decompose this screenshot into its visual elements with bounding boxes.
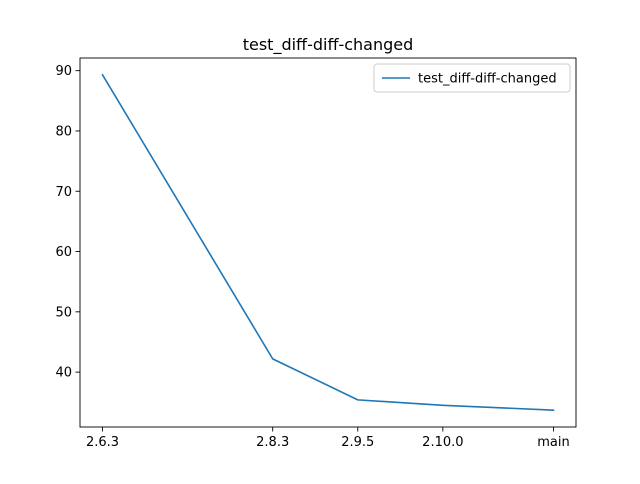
legend: test_diff-diff-changed: [374, 64, 570, 92]
y-tick-label: 50: [55, 305, 72, 320]
x-tick-label: 2.10.0: [422, 435, 463, 450]
y-tick-label: 90: [55, 64, 72, 79]
y-tick-label: 60: [55, 245, 72, 260]
y-tick-label: 40: [55, 366, 72, 381]
x-tick-label: main: [537, 435, 569, 450]
x-tick-label: 2.6.3: [86, 435, 119, 450]
legend-label: test_diff-diff-changed: [418, 72, 557, 87]
chart-title: test_diff-diff-changed: [243, 35, 414, 55]
x-tick-label: 2.8.3: [256, 435, 289, 450]
x-tick-label: 2.9.5: [341, 435, 374, 450]
y-tick-label: 80: [55, 124, 72, 139]
y-tick-label: 70: [55, 185, 72, 200]
